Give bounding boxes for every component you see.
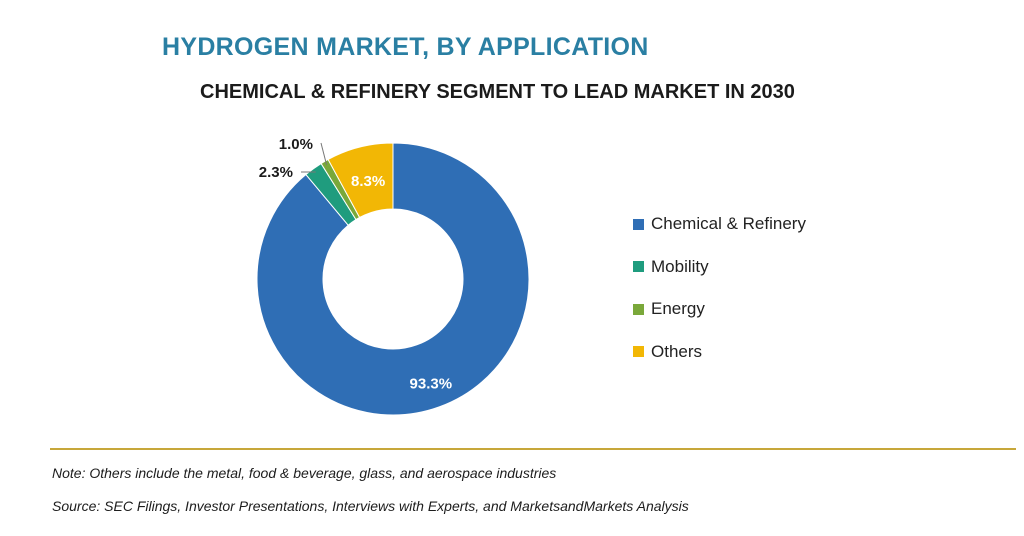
data-label-chemical-refinery: 93.3% bbox=[410, 375, 453, 392]
slice-chemical-refinery bbox=[256, 142, 530, 416]
chart-title: HYDROGEN MARKET, BY APPLICATION bbox=[162, 33, 649, 61]
legend-swatch bbox=[633, 346, 644, 358]
legend-swatch bbox=[633, 261, 644, 273]
chart-legend: Chemical & Refinery Mobility Energy Othe… bbox=[633, 203, 806, 373]
footnote-note: Note: Others include the metal, food & b… bbox=[52, 465, 557, 481]
legend-item-others: Others bbox=[633, 331, 806, 374]
leader-line-energy bbox=[320, 142, 328, 166]
legend-label: Energy bbox=[651, 299, 705, 319]
slice-others bbox=[327, 142, 394, 219]
legend-item-mobility: Mobility bbox=[633, 246, 806, 289]
legend-label: Chemical & Refinery bbox=[651, 214, 806, 234]
legend-swatch bbox=[633, 218, 644, 230]
footer-divider bbox=[50, 448, 1016, 450]
legend-swatch bbox=[633, 303, 644, 315]
data-label-energy: 1.0% bbox=[279, 136, 313, 153]
legend-item-chemical-refinery: Chemical & Refinery bbox=[633, 203, 806, 246]
chart-subtitle: CHEMICAL & REFINERY SEGMENT TO LEAD MARK… bbox=[200, 81, 795, 103]
footnote-source: Source: SEC Filings, Investor Presentati… bbox=[52, 498, 689, 514]
legend-item-energy: Energy bbox=[633, 288, 806, 331]
legend-label: Mobility bbox=[651, 256, 709, 276]
legend-label: Others bbox=[651, 341, 703, 361]
data-label-mobility: 2.3% bbox=[259, 164, 293, 181]
data-label-others: 8.3% bbox=[351, 173, 385, 190]
